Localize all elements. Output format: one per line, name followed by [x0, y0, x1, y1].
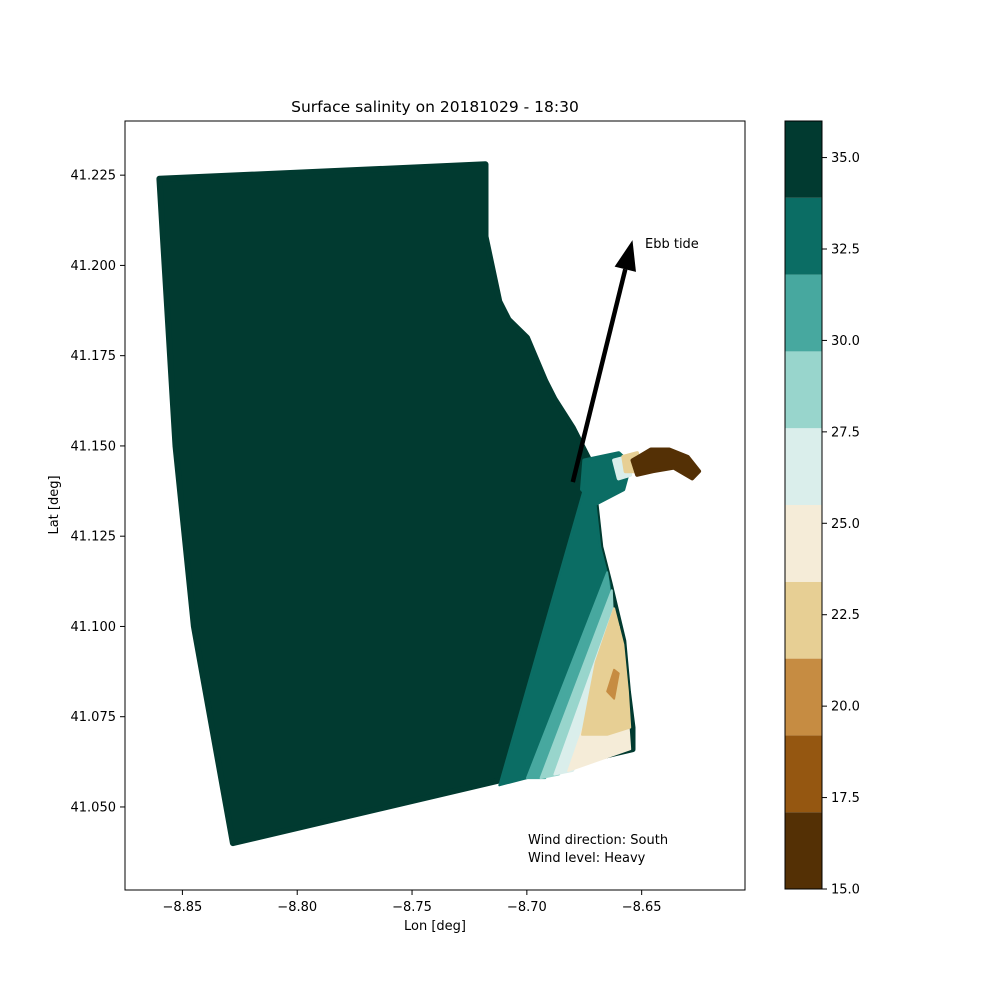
y-tick-label: 41.075 [71, 710, 117, 725]
y-axis-label: Lat [deg] [47, 475, 62, 534]
y-tick-label: 41.150 [71, 439, 117, 454]
x-tick-label: −8.85 [162, 900, 202, 915]
y-tick-label: 41.100 [71, 620, 117, 635]
colorbar-tick-label: 25.0 [831, 517, 860, 532]
x-tick-label: −8.70 [507, 900, 547, 915]
x-tick-label: −8.80 [277, 900, 317, 915]
colorbar-tick-label: 30.0 [831, 334, 860, 349]
colorbar-band-6 [785, 351, 822, 429]
colorbar-tick-label: 35.0 [831, 151, 860, 166]
wind-level-annotation: Wind level: Heavy [528, 851, 646, 866]
axes-frame [124, 120, 746, 891]
ebb-tide-arrow [570, 240, 636, 483]
colorbar-band-4 [785, 505, 822, 582]
salinity-band-6 [606, 668, 620, 700]
colorbar-bands [785, 121, 822, 889]
y-axis: 41.050 41.075 41.100 41.125 41.150 41.175 41.2… [71, 169, 125, 815]
wind-direction-annotation: Wind direction: South [528, 833, 668, 848]
colorbar-band-3 [785, 581, 822, 659]
colorbar-band-1 [785, 735, 822, 813]
arrow-shaft [570, 268, 628, 483]
plot-area: −8.85 −8.80 −8.75 −8.70 −8.65 41.05041.07541… [71, 120, 746, 915]
colorbar-tick-label: 20.0 [831, 700, 860, 715]
colorbar-tick-label: 17.5 [831, 791, 860, 806]
x-tick-label: −8.75 [392, 900, 432, 915]
colorbar-band-2 [785, 658, 822, 736]
y-tick-label: 41.225 [71, 169, 117, 184]
colorbar-tick-label: 15.0 [831, 883, 860, 898]
y-tick-label: 41.050 [71, 800, 117, 815]
colorbar-band-5 [785, 428, 822, 505]
colorbar-tick-label: 32.5 [831, 243, 860, 258]
x-axis: −8.85 −8.80 −8.75 −8.70 −8.65 [162, 890, 662, 915]
y-tick-label: 41.200 [71, 259, 117, 274]
chart-title: Surface salinity on 20181029 - 18:30 [291, 98, 579, 116]
arrow-head [614, 240, 636, 272]
y-tick-label: 41.175 [71, 349, 117, 364]
colorbar-frame [784, 120, 823, 890]
colorbar-band-9 [785, 121, 822, 198]
estuary-patch-3 [630, 447, 702, 481]
y-tick-label: 41.125 [71, 530, 117, 545]
colorbar-tick-label: 27.5 [831, 425, 860, 440]
salinity-band-5 [581, 607, 632, 736]
salinity-map [156, 161, 702, 847]
x-axis-label: Lon [deg] [404, 919, 466, 934]
colorbar-tick-label: 22.5 [831, 608, 860, 623]
colorbar-band-0 [785, 812, 822, 889]
colorbar-ticks: 15.0 17.5 20.0 22.5 25.0 27.5 30.0 32.5 35.0 [822, 151, 860, 898]
colorbar: 15.0 17.5 20.0 22.5 25.0 27.5 30.0 32.5 35.0 [784, 120, 860, 898]
colorbar-band-7 [785, 274, 822, 352]
colorbar-band-8 [785, 197, 822, 275]
x-tick-label: −8.65 [622, 900, 662, 915]
ebb-tide-label: Ebb tide [645, 237, 699, 252]
